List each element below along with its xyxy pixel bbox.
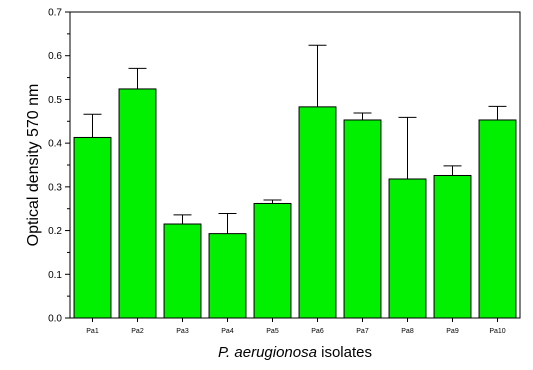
bar-pa10 xyxy=(478,119,517,319)
bar-pa2 xyxy=(118,88,157,319)
bar-pa1 xyxy=(73,136,112,319)
x-tick-label-pa3: Pa3 xyxy=(176,328,189,335)
y-tick-label: 0.7 xyxy=(48,8,62,19)
x-tick-label-pa6: Pa6 xyxy=(311,328,324,335)
x-axis-label-italic: P. aerugionosa xyxy=(218,344,317,361)
y-tick-label: 0.1 xyxy=(48,270,62,281)
x-tick-label-pa5: Pa5 xyxy=(266,328,279,335)
x-axis-label-rest: isolates xyxy=(317,344,372,361)
bars-layer xyxy=(73,88,517,319)
x-tick-label-pa4: Pa4 xyxy=(221,328,234,335)
y-tick-label: 0.2 xyxy=(48,226,62,237)
x-axis-label: P. aerugionosa isolates xyxy=(218,344,372,361)
y-axis-label: Optical density 570 nm xyxy=(25,84,42,247)
bar-pa7 xyxy=(343,119,382,319)
x-tick-label-pa10: Pa10 xyxy=(489,328,505,335)
y-tick-label: 0.3 xyxy=(48,182,62,193)
x-tick-label-pa2: Pa2 xyxy=(131,328,144,335)
x-tick-label-pa7: Pa7 xyxy=(356,328,369,335)
y-tick-label: 0.5 xyxy=(48,95,62,106)
x-axis: Pa1 Pa2 Pa3 Pa4 Pa5 Pa6 Pa7 Pa8 Pa9 Pa10 xyxy=(86,318,506,335)
bar-pa9 xyxy=(433,174,472,319)
x-tick-label-pa9: Pa9 xyxy=(446,328,459,335)
y-tick-label: 0.0 xyxy=(48,314,62,325)
x-tick-label-pa1: Pa1 xyxy=(86,328,99,335)
bar-pa5 xyxy=(253,202,292,319)
x-tick-label-pa8: Pa8 xyxy=(401,328,414,335)
y-tick-label: 0.6 xyxy=(48,51,62,62)
bar-pa6 xyxy=(298,106,337,319)
y-tick-label: 0.4 xyxy=(48,139,62,150)
error-bars-layer xyxy=(83,44,507,234)
bar-pa3 xyxy=(163,223,202,319)
bar-pa4 xyxy=(208,233,247,319)
y-axis: 0.0 0.1 0.2 0.3 0.4 0.5 0.6 0.7 xyxy=(48,8,70,325)
bar-pa8 xyxy=(388,178,427,319)
